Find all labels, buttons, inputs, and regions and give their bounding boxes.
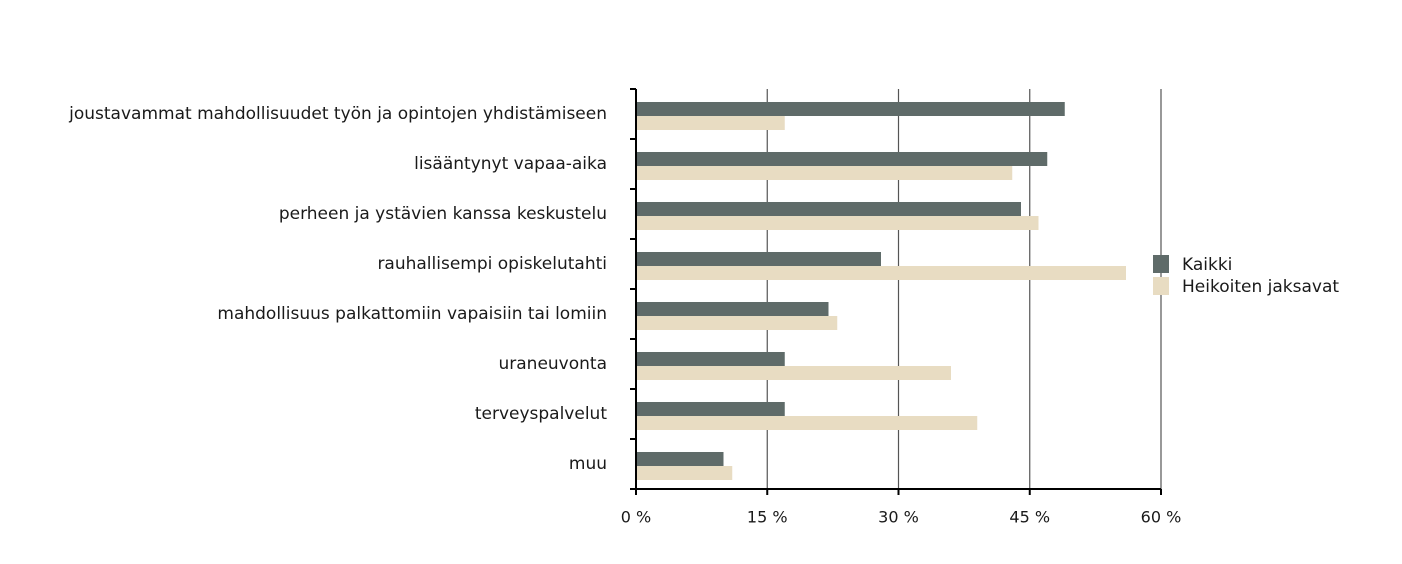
bar-kaikki-5 xyxy=(636,352,785,366)
legend-label-1: Heikoiten jaksavat xyxy=(1182,277,1339,297)
category-label-5: uraneuvonta xyxy=(498,354,607,374)
bar-heikoiten-jaksavat-4 xyxy=(636,316,838,330)
bar-heikoiten-jaksavat-1 xyxy=(636,166,1013,180)
x-tick-label-30: 30 % xyxy=(878,508,919,527)
bar-heikoiten-jaksavat-7 xyxy=(636,466,733,480)
category-label-0: joustavammat mahdollisuudet työn ja opin… xyxy=(68,104,607,124)
bar-kaikki-4 xyxy=(636,302,829,316)
legend-label-0: Kaikki xyxy=(1182,255,1232,275)
category-label-1: lisääntynyt vapaa-aika xyxy=(414,154,607,174)
category-label-6: terveyspalvelut xyxy=(475,404,607,424)
category-label-7: muu xyxy=(569,454,607,474)
bar-kaikki-0 xyxy=(636,102,1065,116)
tick-labels: 0 % 15 % 30 % 45 % 60 % xyxy=(621,508,1182,527)
bar-kaikki-7 xyxy=(636,452,724,466)
category-label-2: perheen ja ystävien kanssa keskustelu xyxy=(279,204,607,224)
bar-kaikki-2 xyxy=(636,202,1021,216)
bar-heikoiten-jaksavat-6 xyxy=(636,416,978,430)
bar-heikoiten-jaksavat-2 xyxy=(636,216,1039,230)
bar-heikoiten-jaksavat-5 xyxy=(636,366,951,380)
axes xyxy=(630,88,1162,495)
category-label-4: mahdollisuus palkattomiin vapaisiin tai … xyxy=(217,304,607,324)
bar-kaikki-1 xyxy=(636,152,1048,166)
category-labels: joustavammat mahdollisuudet työn ja opin… xyxy=(68,104,607,474)
x-tick-label-60: 60 % xyxy=(1141,508,1182,527)
bar-kaikki-6 xyxy=(636,402,785,416)
bar-kaikki-3 xyxy=(636,252,881,266)
x-tick-label-15: 15 % xyxy=(747,508,788,527)
legend-swatch-1 xyxy=(1153,277,1169,295)
bars xyxy=(636,102,1126,480)
x-tick-label-45: 45 % xyxy=(1009,508,1050,527)
bar-heikoiten-jaksavat-3 xyxy=(636,266,1126,280)
x-tick-label-0: 0 % xyxy=(621,508,651,527)
legend-swatch-0 xyxy=(1153,255,1169,273)
category-label-3: rauhallisempi opiskelutahti xyxy=(377,254,607,274)
bar-heikoiten-jaksavat-0 xyxy=(636,116,785,130)
